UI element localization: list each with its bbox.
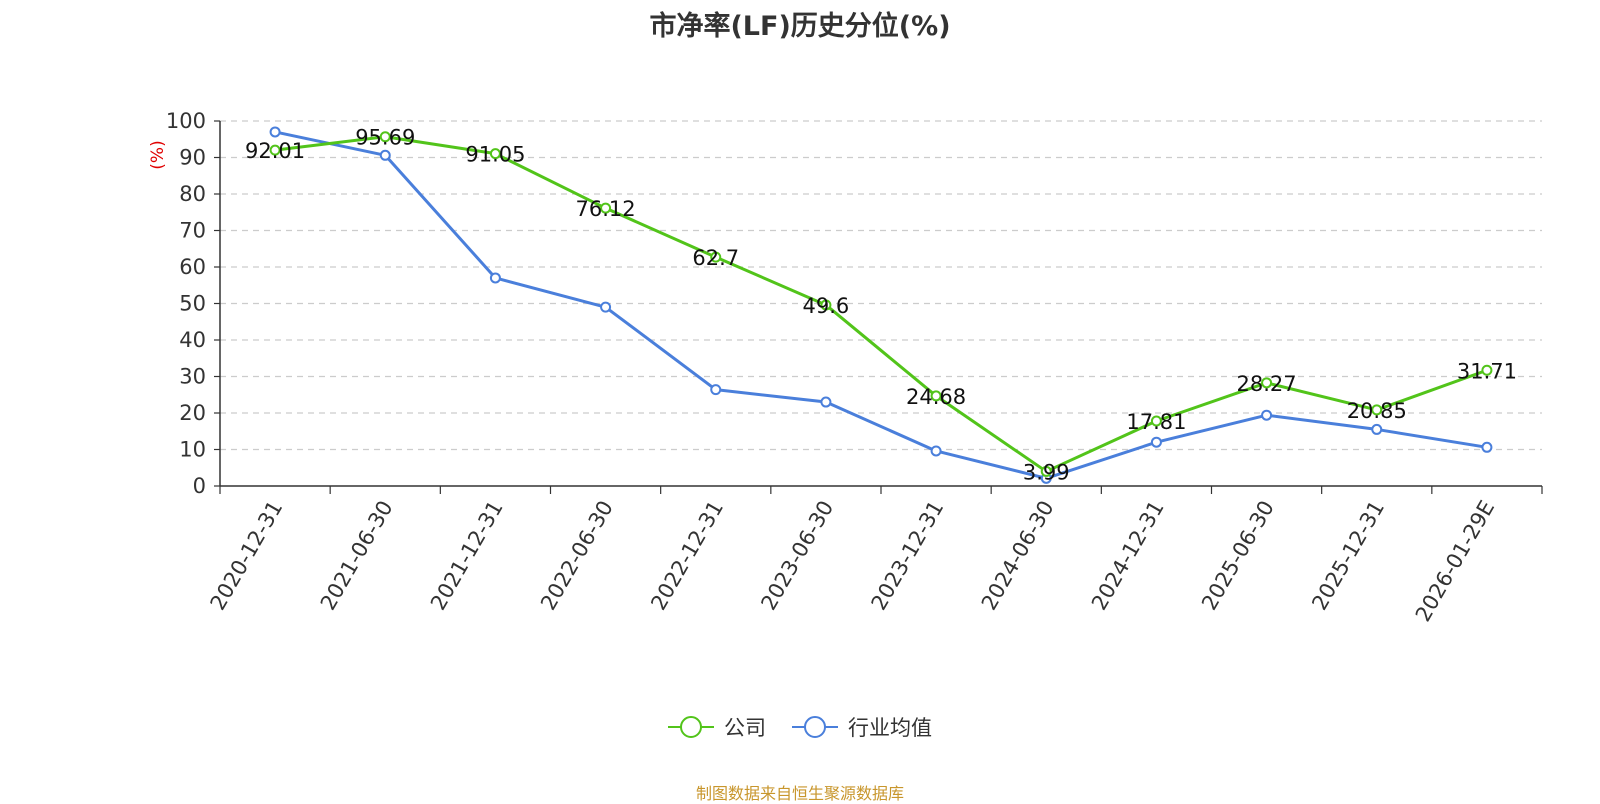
legend-industry-label: 行业均值 <box>848 716 932 740</box>
legend-industry-icon <box>792 715 838 739</box>
data-point-0 <box>1040 465 1052 477</box>
data-point-1 <box>820 396 832 408</box>
data-point-1 <box>269 126 281 138</box>
legend-item-company[interactable]: 公司 <box>668 712 766 742</box>
grid-lines <box>220 120 1542 451</box>
data-label: 3.99 <box>1023 460 1070 484</box>
y-tick-label: 40 <box>179 328 206 352</box>
data-point-0 <box>269 144 281 156</box>
data-point-0 <box>930 390 942 402</box>
chart-title: 市净率(LF)历史分位(%) <box>649 11 951 42</box>
data-point-0 <box>820 299 832 311</box>
data-point-0 <box>600 202 612 214</box>
y-axis-label: (%) <box>148 140 168 169</box>
legend-company-icon <box>668 715 714 739</box>
data-label: 62.7 <box>692 246 739 270</box>
x-tick-label: 2024-12-31 <box>1087 497 1169 615</box>
x-tick-label: 2022-06-30 <box>536 497 618 615</box>
y-tick-label: 20 <box>179 401 206 425</box>
y-tick-label: 10 <box>179 438 206 462</box>
y-tick-label: 100 <box>166 109 206 133</box>
data-point-0 <box>489 148 501 160</box>
data-label: 95.69 <box>355 126 415 150</box>
data-point-1 <box>1261 409 1273 421</box>
axes: 0 10 20 30 40 50 60 70 80 90 100 (%) 2020-12-31 2021-… <box>148 109 1543 626</box>
data-labels: 92.01 95.69 91.05 76.12 62.7 49.6 24.68 3.99 17.… <box>245 126 1517 485</box>
data-label: 17.81 <box>1126 410 1186 434</box>
y-tick-label: 60 <box>179 255 206 279</box>
x-tick-label: 2022-12-31 <box>646 497 728 615</box>
x-tick-label: 2021-06-30 <box>316 497 398 615</box>
series-line-0 <box>274 135 1488 473</box>
series-line-1 <box>274 130 1488 480</box>
data-label: 20.85 <box>1347 399 1407 423</box>
x-tick-label: 2024-06-30 <box>977 497 1059 615</box>
x-tick-label: 2026-01-29E <box>1411 497 1499 626</box>
data-point-1 <box>489 272 501 284</box>
y-tick-label: 80 <box>179 182 206 206</box>
legend-company-label: 公司 <box>724 716 766 740</box>
y-tick-label: 0 <box>193 474 206 498</box>
series-lines <box>269 126 1493 484</box>
data-point-1 <box>600 301 612 313</box>
data-point-0 <box>379 131 391 143</box>
legend-item-industry-average[interactable]: 行业均值 <box>792 712 932 742</box>
data-label: 24.68 <box>906 385 966 409</box>
x-tick-label: 2023-06-30 <box>756 497 838 615</box>
data-label: 28.27 <box>1237 372 1297 396</box>
data-label: 91.05 <box>465 143 525 167</box>
x-tick-label: 2021-12-31 <box>426 496 508 614</box>
data-point-1 <box>1371 423 1383 435</box>
data-source-note: 制图数据来自恒生聚源数据库 <box>695 784 904 803</box>
data-point-1 <box>1150 436 1162 448</box>
data-point-0 <box>1371 404 1383 416</box>
data-point-0 <box>1261 377 1273 389</box>
y-tick-label: 50 <box>179 292 206 316</box>
y-tick-label: 90 <box>179 146 206 170</box>
legend: 公司 行业均值 <box>0 712 1600 742</box>
data-label: 76.12 <box>576 197 636 221</box>
data-point-1 <box>930 445 942 457</box>
y-tick-label: 30 <box>179 365 206 389</box>
data-label: 92.01 <box>245 139 305 163</box>
data-label: 49.6 <box>803 294 850 318</box>
y-tick-label: 70 <box>179 219 206 243</box>
x-tick-label: 2025-06-30 <box>1197 497 1279 615</box>
data-point-1 <box>379 149 391 161</box>
x-tick-label: 2020-12-31 <box>206 497 288 615</box>
data-point-0 <box>1481 364 1493 376</box>
data-point-1 <box>710 384 722 396</box>
data-point-0 <box>710 251 722 263</box>
x-tick-label: 2023-12-31 <box>867 496 949 614</box>
data-point-0 <box>1150 415 1162 427</box>
data-point-1 <box>1481 441 1493 453</box>
data-label: 31.71 <box>1457 359 1517 383</box>
x-tick-label: 2025-12-31 <box>1307 497 1389 615</box>
